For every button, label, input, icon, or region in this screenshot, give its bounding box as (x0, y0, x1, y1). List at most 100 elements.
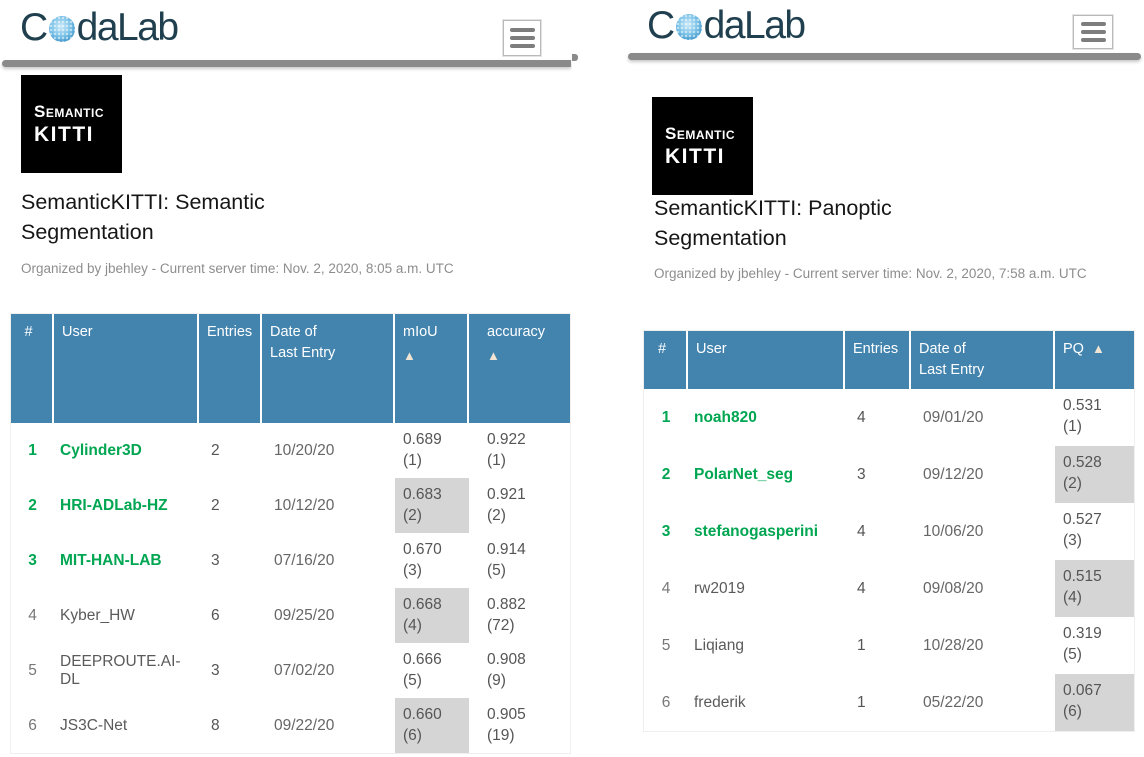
hamburger-icon (1080, 38, 1106, 42)
column-header-label: PQ (1063, 341, 1084, 357)
score-cell: 0.531 (1) (1063, 397, 1102, 435)
codalab-sphere-icon (48, 16, 75, 42)
menu-button[interactable] (502, 19, 542, 57)
column-header-user[interactable]: User (54, 314, 199, 423)
sort-ascending-icon: ▲ (1091, 341, 1105, 356)
rank-cell: 1 (661, 408, 671, 426)
sort-ascending-icon: ▲ (403, 348, 416, 364)
header-divider (2, 60, 571, 67)
entries-cell: 3 (857, 465, 866, 483)
user-link[interactable]: frederik (694, 693, 746, 711)
score-cell: 0.921 (2) (487, 486, 526, 524)
column-header-rank[interactable]: # (644, 331, 688, 389)
score-cell: 0.670 (3) (403, 541, 442, 579)
entries-cell: 2 (211, 496, 220, 514)
user-link[interactable]: Cylinder3D (60, 441, 142, 459)
column-header-date-of-last-entry[interactable]: Date of Last Entry (262, 314, 395, 423)
column-header-label: Entries (207, 324, 253, 340)
leaderboard-row: 5 Liqiang 1 10/28/20 0.319 (5) (644, 617, 1134, 674)
column-header-label: Date of Last Entry (270, 324, 336, 362)
column-header-user[interactable]: User (688, 331, 845, 389)
user-link[interactable]: stefanogasperini (694, 522, 819, 540)
score-cell: 0.922 (1) (487, 431, 526, 469)
user-link[interactable]: Kyber_HW (60, 606, 135, 624)
score-cell: 0.668 (4) (395, 588, 469, 643)
score-cell: 0.527 (3) (1063, 511, 1102, 549)
date-of-last-entry-cell: 09/08/20 (923, 579, 984, 597)
column-header-date-of-last-entry[interactable]: Date of Last Entry (911, 331, 1055, 389)
date-of-last-entry-cell: 09/12/20 (923, 465, 984, 483)
hamburger-icon (509, 36, 535, 40)
entries-cell: 6 (211, 606, 220, 624)
date-of-last-entry-cell: 10/06/20 (923, 522, 984, 540)
score-cell: 0.908 (9) (487, 651, 526, 689)
leaderboard-row: 2 PolarNet_seg 3 09/12/20 0.528 (2) (644, 446, 1134, 503)
rank-cell: 1 (28, 441, 37, 459)
entries-cell: 3 (211, 661, 220, 679)
leaderboard-row: 1 noah820 4 09/01/20 0.531 (1) (644, 389, 1134, 446)
entries-cell: 1 (857, 693, 866, 711)
score-cell: 0.067 (6) (1055, 674, 1134, 731)
column-header-label: accuracy (487, 324, 546, 340)
table-header-row: # User Entries Date of Last Entry mIoU ▲ accur… (11, 314, 570, 423)
leaderboard-row: 2 HRI-ADLab-HZ 2 10/12/20 0.683 (2) 0.921 (2) (11, 478, 570, 533)
rank-cell: 5 (28, 661, 37, 679)
semantickitti-logo-line2: KITTI (34, 122, 94, 146)
semantickitti-logo-line1: Semantic (665, 123, 736, 143)
date-of-last-entry-cell: 05/22/20 (923, 693, 984, 711)
rank-cell: 4 (661, 579, 671, 597)
score-cell: 0.660 (6) (395, 698, 469, 753)
divider-fragment (572, 54, 578, 61)
date-of-last-entry-cell: 09/25/20 (274, 606, 335, 624)
page-title: SemanticKITTI: Panoptic Segmentation (654, 196, 892, 250)
rank-cell: 4 (28, 606, 37, 624)
menu-button[interactable] (1072, 14, 1114, 50)
column-header-pq[interactable]: PQ ▲ (1055, 331, 1134, 389)
codalab-logo-text: daLab (76, 6, 179, 49)
user-link[interactable]: noah820 (694, 408, 757, 426)
column-header-entries[interactable]: Entries (845, 331, 911, 389)
rank-cell: 6 (28, 716, 37, 734)
user-link[interactable]: JS3C-Net (60, 716, 128, 734)
user-link[interactable]: PolarNet_seg (694, 465, 794, 483)
column-header-rank[interactable]: # (11, 314, 54, 423)
score-cell: 0.914 (5) (487, 541, 526, 579)
score-cell: 0.689 (1) (403, 431, 442, 469)
user-link[interactable]: rw2019 (694, 579, 745, 597)
hamburger-icon (1080, 30, 1106, 34)
date-of-last-entry-cell: 10/28/20 (923, 636, 984, 654)
user-link[interactable]: MIT-HAN-LAB (60, 551, 162, 569)
column-header-label: # (24, 324, 33, 340)
codalab-logo-text: daLab (703, 4, 806, 47)
leaderboard-row: 1 Cylinder3D 2 10/20/20 0.689 (1) 0.922 (1) (11, 423, 570, 478)
user-link[interactable]: DEEPROUTE.AI-DL (60, 652, 181, 688)
column-header-miou[interactable]: mIoU ▲ (395, 314, 469, 423)
entries-cell: 8 (211, 716, 220, 734)
leaderboard-row: 6 frederik 1 05/22/20 0.067 (6) (644, 674, 1134, 731)
column-header-label: User (62, 324, 93, 340)
date-of-last-entry-cell: 10/12/20 (274, 496, 335, 514)
rank-cell: 2 (28, 496, 37, 514)
score-cell: 0.319 (5) (1063, 625, 1102, 663)
date-of-last-entry-cell: 09/01/20 (923, 408, 984, 426)
hamburger-icon (509, 44, 535, 48)
column-header-accuracy[interactable]: accuracy ▲ (469, 314, 570, 423)
codalab-logo-text-c: C (20, 6, 48, 49)
entries-cell: 3 (211, 551, 220, 569)
user-link[interactable]: Liqiang (694, 636, 744, 654)
user-link[interactable]: HRI-ADLab-HZ (60, 496, 168, 514)
date-of-last-entry-cell: 07/16/20 (274, 551, 335, 569)
codalab-sphere-icon (675, 14, 702, 40)
organized-by-text: Organized by jbehley - Current server ti… (21, 261, 454, 276)
leaderboard-row: 3 MIT-HAN-LAB 3 07/16/20 0.670 (3) 0.914 (5) (11, 533, 570, 588)
semantickitti-logo-line2: KITTI (665, 144, 725, 168)
column-header-label: mIoU (403, 324, 438, 340)
score-cell: 0.905 (19) (487, 706, 526, 744)
entries-cell: 4 (857, 408, 866, 426)
leaderboard-row: 4 Kyber_HW 6 09/25/20 0.668 (4) 0.882 (72) (11, 588, 570, 643)
hamburger-icon (509, 28, 535, 32)
column-header-entries[interactable]: Entries (199, 314, 262, 423)
